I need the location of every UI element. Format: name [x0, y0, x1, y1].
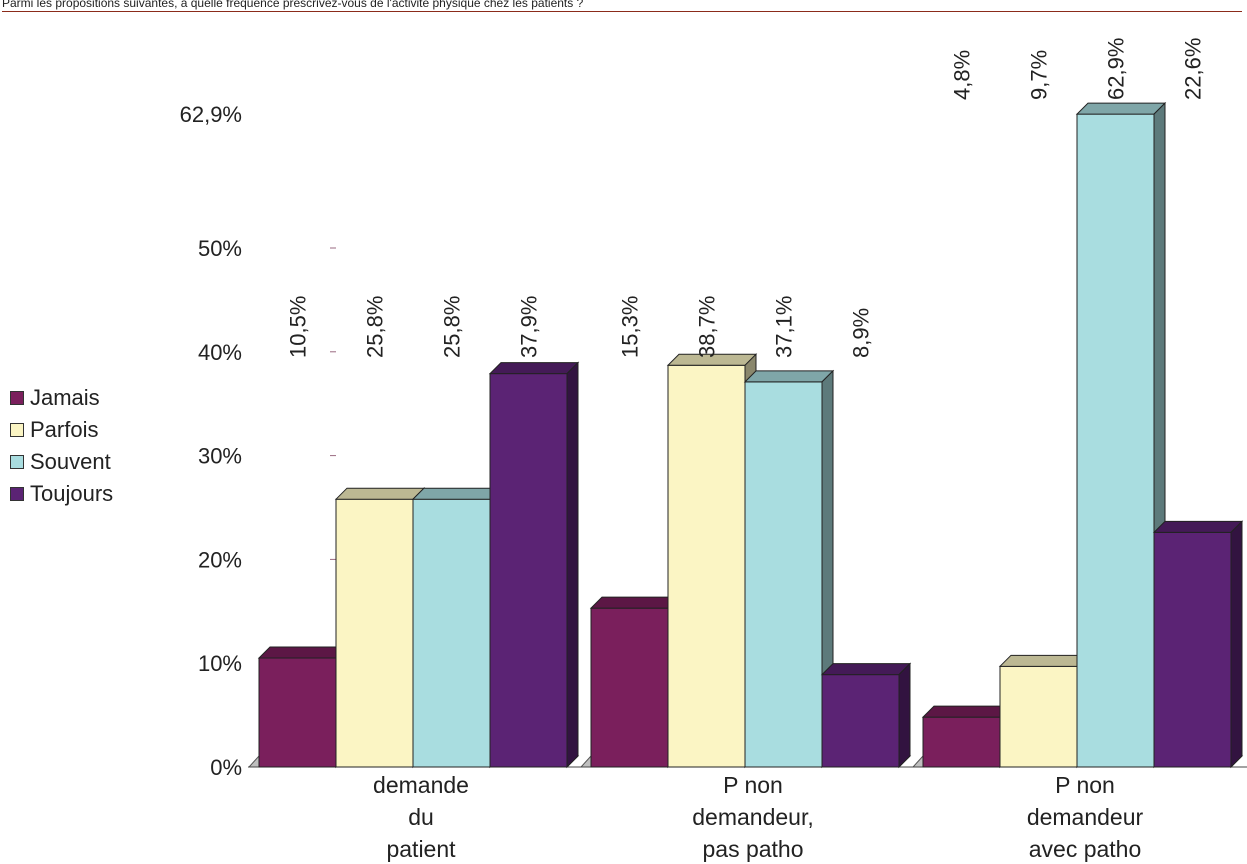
- y-tick-label: 50%: [198, 236, 242, 261]
- bar-top-face: [589, 596, 681, 609]
- bar-toujours: [489, 373, 568, 768]
- bar-top-face: [743, 370, 835, 383]
- data-label: 25,8%: [440, 296, 465, 358]
- legend-item-parfois: Parfois: [10, 414, 113, 446]
- bar-top-face: [257, 646, 349, 659]
- bar-souvent: [1076, 113, 1155, 768]
- legend-swatch: [10, 487, 24, 501]
- x-category-label: demandeur,: [692, 804, 813, 830]
- legend-label: Parfois: [30, 417, 99, 442]
- legend-item-toujours: Toujours: [10, 478, 113, 510]
- x-category-label: pas patho: [702, 836, 803, 862]
- bar-toujours: [1153, 531, 1232, 768]
- y-tick-label: 62,9%: [180, 102, 242, 127]
- y-tick-label: 0%: [210, 755, 242, 780]
- bar-top-face: [334, 487, 426, 500]
- y-tick-label: 30%: [198, 444, 242, 469]
- x-category-label: demande: [373, 772, 469, 798]
- legend-swatch: [10, 391, 24, 405]
- bar-toujours: [821, 674, 900, 768]
- legend-swatch: [10, 455, 24, 469]
- data-label: 37,9%: [517, 296, 542, 358]
- legend-item-jamais: Jamais: [10, 382, 113, 414]
- bar-parfois: [335, 498, 414, 768]
- legend-label: Souvent: [30, 449, 111, 474]
- x-category-label: P non: [723, 772, 783, 798]
- bar-side-face: [898, 662, 911, 769]
- data-label: 25,8%: [363, 296, 388, 358]
- bar-jamais: [922, 716, 1001, 768]
- bar-parfois: [999, 665, 1078, 768]
- x-category-label: avec patho: [1029, 836, 1142, 862]
- data-label: 62,9%: [1104, 38, 1129, 100]
- data-label: 9,7%: [1027, 50, 1052, 100]
- bar-top-face: [998, 654, 1090, 667]
- chart-title: Parmi les propositions suivantes, à quel…: [2, 0, 1242, 12]
- y-tick-label: 40%: [198, 340, 242, 365]
- chart-legend: Jamais Parfois Souvent Toujours: [10, 382, 113, 510]
- bar-souvent: [412, 498, 491, 768]
- y-tick-label: 20%: [198, 547, 242, 572]
- bar-top-face: [1152, 520, 1244, 533]
- bar-top-face: [820, 663, 912, 676]
- legend-item-souvent: Souvent: [10, 446, 113, 478]
- data-label: 10,5%: [286, 296, 311, 358]
- y-tick-label: 10%: [198, 651, 242, 676]
- bar-jamais: [590, 607, 669, 768]
- x-category-label: du: [408, 804, 434, 830]
- data-label: 38,7%: [695, 296, 720, 358]
- data-label: 22,6%: [1181, 38, 1206, 100]
- legend-swatch: [10, 423, 24, 437]
- data-label: 4,8%: [950, 50, 975, 100]
- bar-top-face: [488, 362, 580, 375]
- bar-top-face: [411, 487, 503, 500]
- x-category-label: demandeur: [1027, 804, 1144, 830]
- bar-parfois: [667, 364, 746, 768]
- bar-souvent: [744, 381, 823, 768]
- legend-label: Toujours: [30, 481, 114, 506]
- bar-side-face: [566, 361, 579, 769]
- bar-top-face: [1075, 102, 1167, 115]
- data-label: 15,3%: [618, 296, 643, 358]
- data-label: 8,9%: [849, 308, 874, 358]
- data-label: 37,1%: [772, 296, 797, 358]
- bar-jamais: [258, 657, 337, 768]
- x-category-label: patient: [386, 836, 456, 862]
- bar-top-face: [921, 705, 1013, 718]
- x-category-label: P non: [1055, 772, 1115, 798]
- legend-label: Jamais: [30, 385, 100, 410]
- bar-side-face: [1230, 520, 1243, 769]
